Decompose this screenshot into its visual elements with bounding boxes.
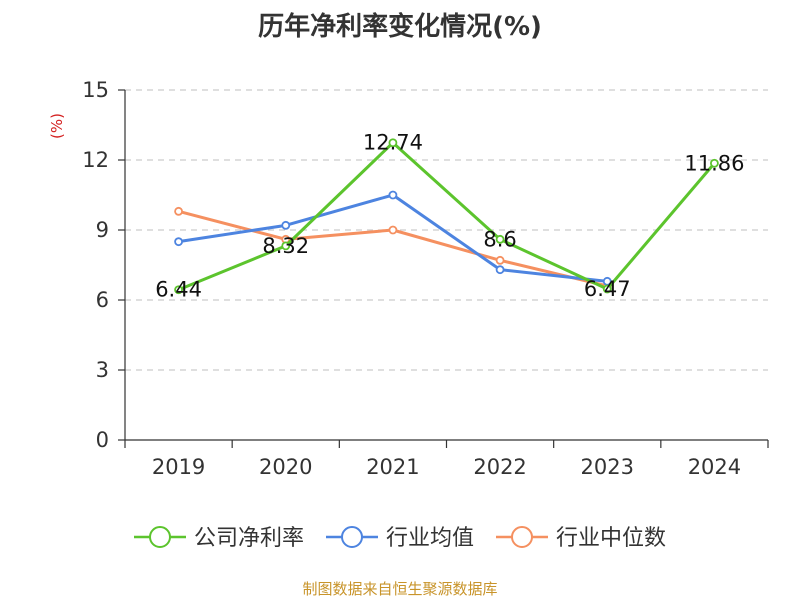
data-point bbox=[495, 255, 505, 265]
legend-marker bbox=[341, 526, 363, 548]
data-label: 12.74 bbox=[363, 131, 423, 155]
data-point bbox=[710, 158, 719, 168]
data-label: 6.47 bbox=[584, 277, 631, 301]
data-point bbox=[281, 220, 291, 230]
legend-label: 行业均值 bbox=[386, 526, 474, 551]
series-lines bbox=[174, 138, 719, 295]
data-point bbox=[388, 138, 398, 148]
data-point bbox=[281, 241, 291, 251]
data-label: 6.44 bbox=[155, 278, 202, 302]
y-tick-label: 3 bbox=[96, 358, 109, 382]
y-tick-label: 9 bbox=[96, 218, 109, 242]
series-line bbox=[178, 141, 716, 292]
data-point bbox=[174, 237, 183, 247]
data-point bbox=[495, 234, 505, 244]
data-label: 8.6 bbox=[483, 227, 516, 251]
source-footer: 制图数据来自恒生聚源数据库 bbox=[302, 580, 498, 598]
data-label: 8.32 bbox=[262, 234, 309, 258]
y-tick-label: 6 bbox=[96, 288, 109, 312]
legend-label: 行业中位数 bbox=[556, 526, 666, 551]
axes: 0 3 6 9 12 15 2019 2020 2021 2022 2023 2024 (%) bbox=[48, 78, 769, 479]
data-point bbox=[174, 206, 183, 216]
gridlines bbox=[125, 89, 768, 371]
y-tick-label: 12 bbox=[82, 148, 109, 172]
legend-marker bbox=[149, 526, 171, 548]
y-tick-label: 15 bbox=[82, 78, 109, 102]
y-axis-unit: (%) bbox=[48, 113, 66, 139]
x-tick-label: 2020 bbox=[259, 455, 312, 479]
data-labels: 6.44 8.32 12.74 8.6 6.47 11.86 bbox=[155, 131, 744, 302]
series-line bbox=[178, 193, 608, 283]
x-tick-label: 2021 bbox=[366, 455, 419, 479]
y-tick-label: 0 bbox=[96, 428, 109, 452]
data-point bbox=[388, 225, 398, 235]
x-tick-label: 2023 bbox=[581, 455, 634, 479]
data-point bbox=[388, 190, 398, 200]
legend-label: 公司净利率 bbox=[194, 526, 304, 551]
data-point bbox=[495, 265, 505, 275]
legend: 公司净利率 行业均值 行业中位数 bbox=[134, 526, 666, 551]
data-point bbox=[174, 285, 183, 295]
legend-marker bbox=[511, 526, 533, 548]
x-tick-label: 2019 bbox=[152, 455, 205, 479]
data-point bbox=[602, 284, 612, 294]
x-tick-label: 2022 bbox=[473, 455, 526, 479]
chart-title: 历年净利率变化情况(%) bbox=[258, 12, 542, 42]
x-tick-label: 2024 bbox=[688, 455, 741, 479]
data-label: 11.86 bbox=[684, 151, 744, 175]
